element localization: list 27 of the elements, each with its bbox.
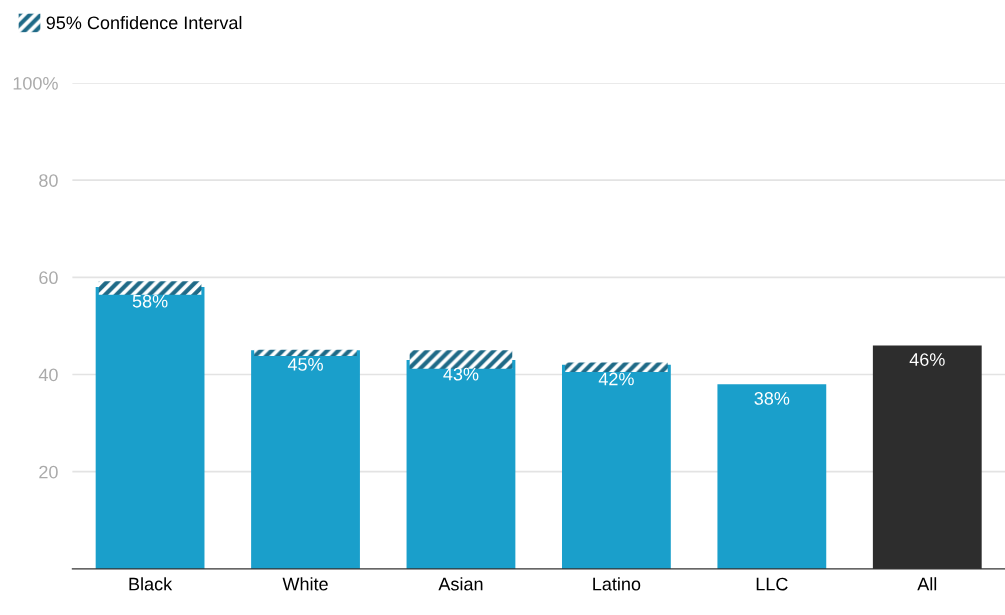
x-tick-label: Black (129, 577, 173, 591)
x-tick-label: Asian (438, 577, 483, 591)
bar (406, 359, 516, 569)
x-tick-label: LLC (756, 577, 788, 591)
bar (562, 364, 671, 569)
data-label: 42% (598, 372, 634, 386)
bar (254, 349, 357, 357)
y-tick-label: 20 (39, 465, 58, 479)
bar (251, 350, 360, 569)
bar (409, 350, 513, 369)
x-tick-label: White (282, 577, 328, 591)
data-label: 58% (132, 294, 168, 308)
data-label: 43% (443, 367, 479, 381)
x-tick-label: All (917, 577, 937, 591)
data-label: 45% (287, 358, 323, 371)
bar (95, 287, 205, 569)
bar (565, 362, 668, 373)
y-tick-label: 80 (39, 174, 58, 187)
legend-label: 95% Confidence Interval (46, 15, 242, 30)
x-tick-label: Latino (593, 577, 641, 591)
bar (98, 281, 202, 295)
data-label: 38% (754, 392, 790, 405)
data-label: 46% (909, 353, 945, 366)
bar (717, 384, 827, 569)
y-tick-label: 60 (39, 271, 58, 285)
y-tick-label: 40 (38, 368, 58, 382)
y-tick-label: 100% (13, 76, 58, 90)
